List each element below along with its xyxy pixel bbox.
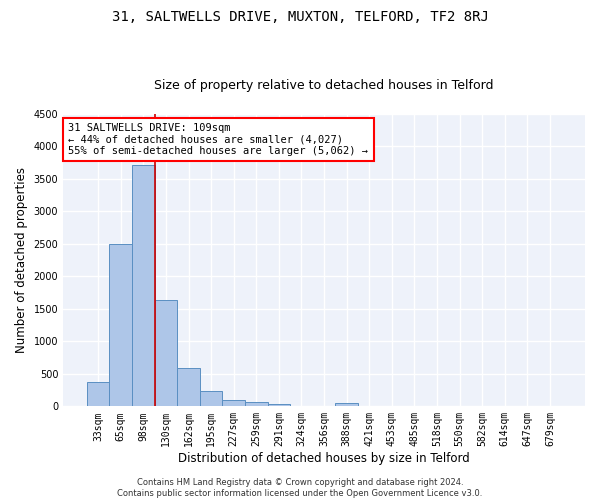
Bar (132, 164, 155, 406)
Bar (223, 400, 245, 406)
Title: Size of property relative to detached houses in Telford: Size of property relative to detached ho… (154, 79, 494, 92)
X-axis label: Distribution of detached houses by size in Telford: Distribution of detached houses by size … (178, 452, 470, 465)
Text: 31 SALTWELLS DRIVE: 109sqm
← 44% of detached houses are smaller (4,027)
55% of s: 31 SALTWELLS DRIVE: 109sqm ← 44% of deta… (68, 123, 368, 156)
Text: Contains HM Land Registry data © Crown copyright and database right 2024.
Contai: Contains HM Land Registry data © Crown c… (118, 478, 482, 498)
Bar (245, 402, 268, 406)
Bar (177, 368, 200, 406)
Y-axis label: Number of detached properties: Number of detached properties (15, 167, 28, 353)
Bar (268, 404, 290, 406)
Bar (87, 382, 109, 406)
Text: 31, SALTWELLS DRIVE, MUXTON, TELFORD, TF2 8RJ: 31, SALTWELLS DRIVE, MUXTON, TELFORD, TF… (112, 10, 488, 24)
Bar (155, 300, 177, 406)
Bar (200, 392, 223, 406)
Bar (335, 403, 358, 406)
Bar (109, 244, 132, 406)
